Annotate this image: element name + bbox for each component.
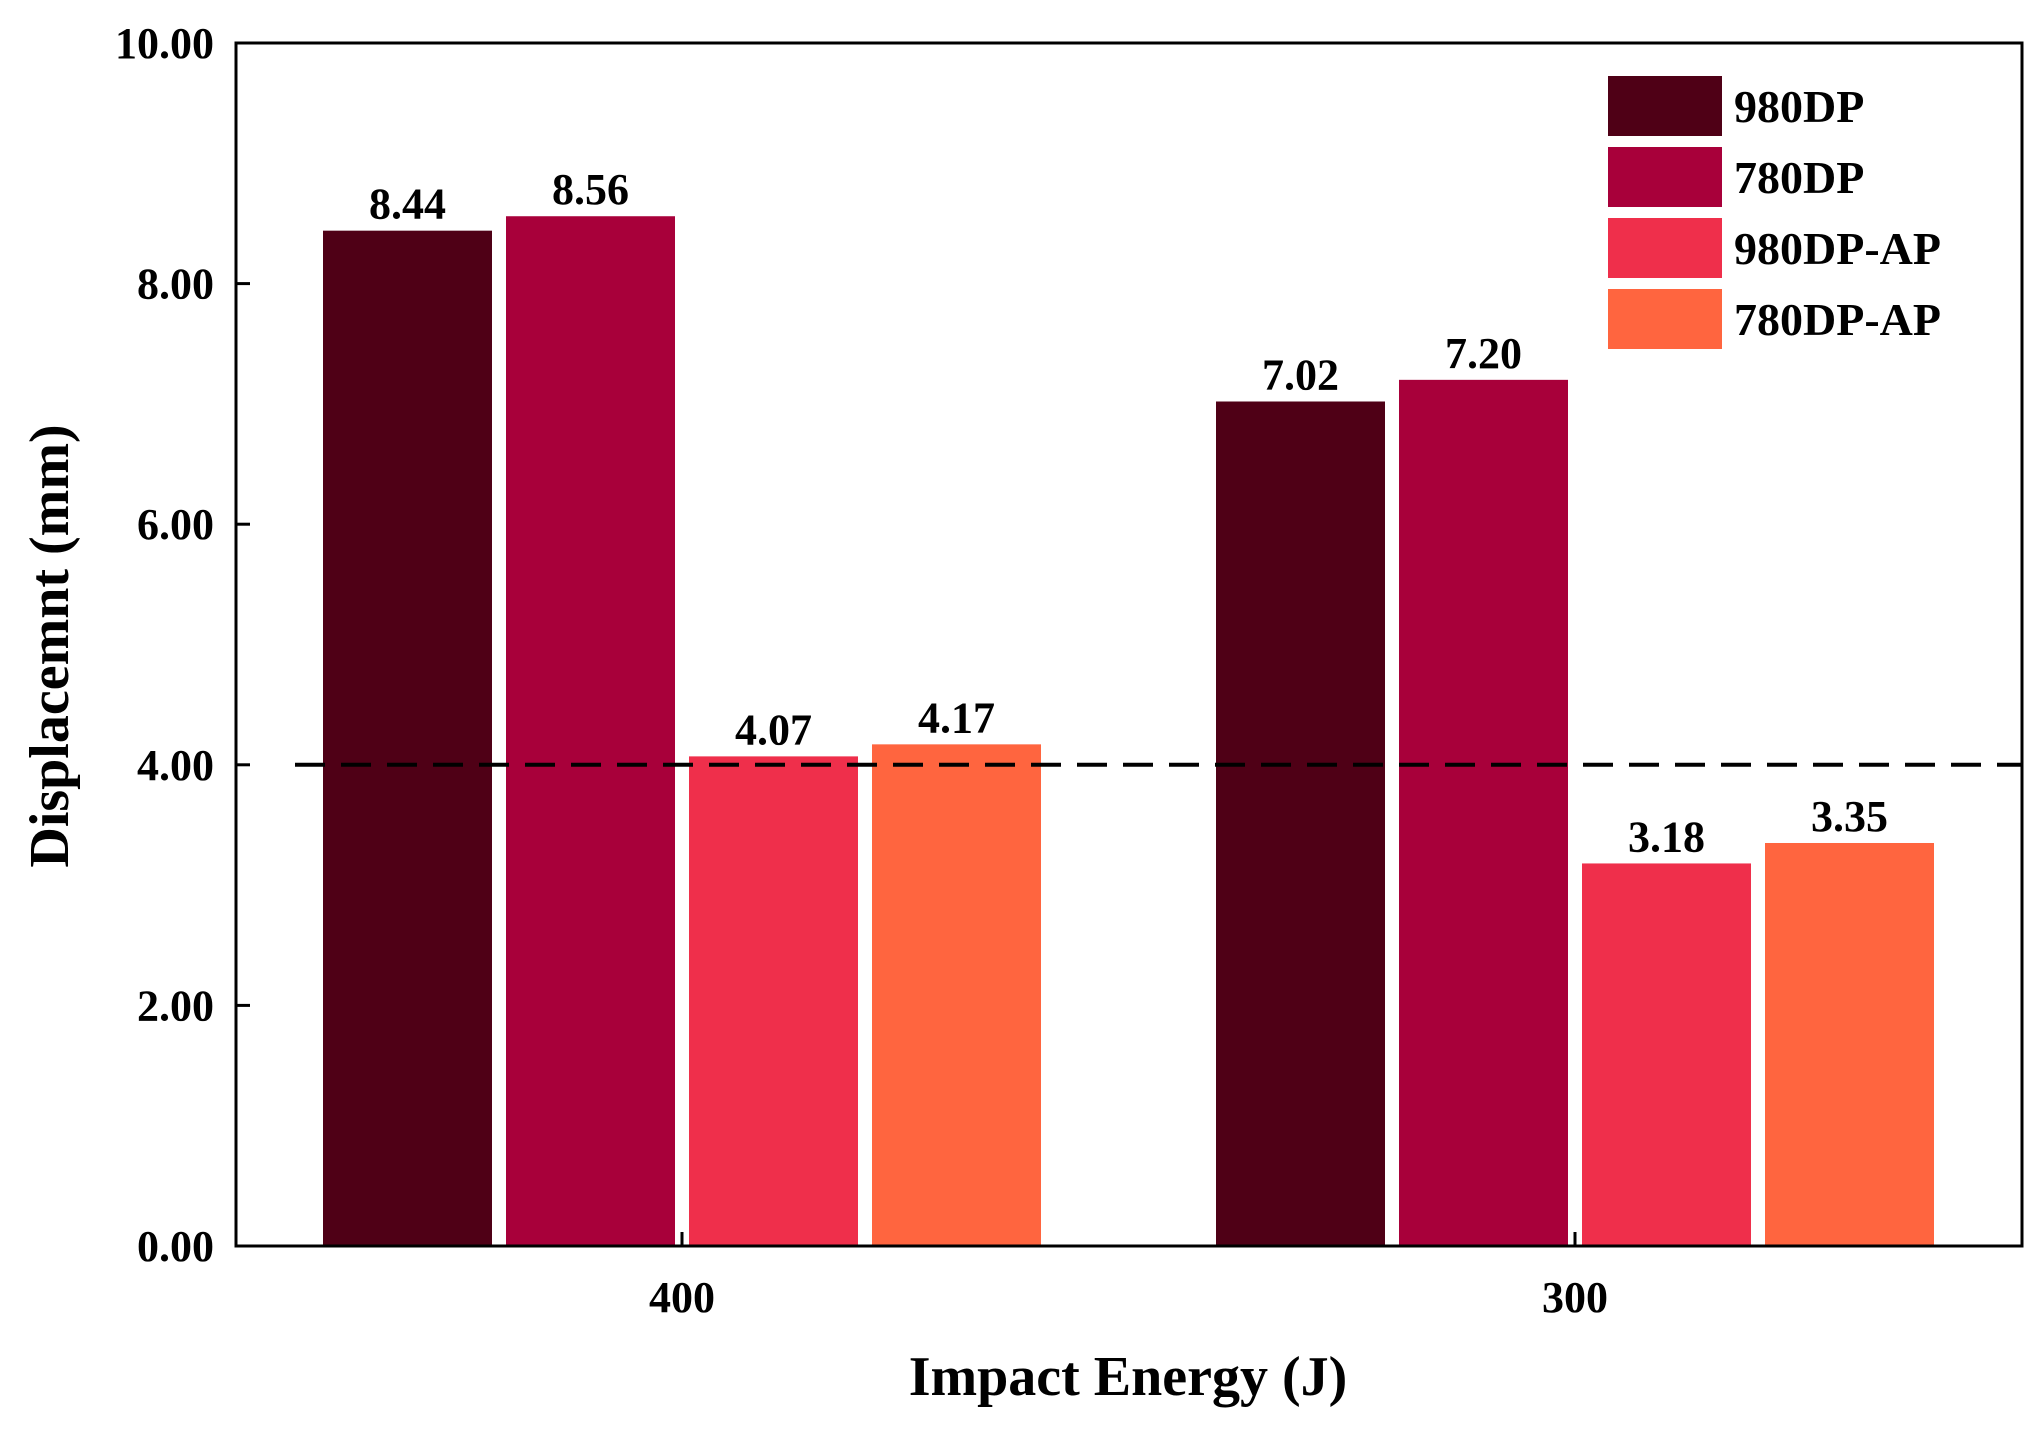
data-label: 7.20 [1445, 329, 1522, 378]
y-tick-label: 0.00 [137, 1222, 214, 1271]
legend-swatch-980DP [1608, 76, 1722, 136]
legend-swatch-780DP [1608, 147, 1722, 207]
x-tick-label: 300 [1542, 1273, 1608, 1322]
data-label: 4.07 [735, 705, 812, 754]
bar-980DP-300[interactable] [1216, 401, 1385, 1246]
legend-label-780DP: 780DP [1734, 152, 1864, 203]
bar-980DP-400[interactable] [323, 230, 492, 1247]
bar-780DP-400[interactable] [506, 216, 675, 1247]
data-label: 3.35 [1811, 792, 1888, 841]
legend-label-980DP-AP: 980DP-AP [1734, 223, 1941, 274]
y-tick-label: 10.00 [115, 19, 214, 68]
legend: 980DP 780DP 980DP-AP 780DP-AP [1608, 76, 1941, 349]
y-tick-label: 8.00 [137, 260, 214, 309]
bar-780DP-300[interactable] [1399, 379, 1568, 1247]
bar-780DP-AP-300[interactable] [1765, 842, 1934, 1246]
bars-layer [323, 216, 1934, 1247]
data-label: 3.18 [1628, 812, 1705, 861]
data-label: 7.02 [1262, 350, 1339, 399]
y-tick-label: 4.00 [137, 741, 214, 790]
axes-layer: 0.00 2.00 4.00 6.00 8.00 10.00 400 300 [115, 19, 2024, 1322]
data-labels-layer: 8.44 8.56 4.07 4.17 7.02 7.20 3.18 3.35 [369, 165, 1888, 861]
x-axis-title: Impact Energy (J) [909, 1346, 1348, 1408]
y-tick-label: 6.00 [137, 500, 214, 549]
y-tick-label: 2.00 [137, 981, 214, 1030]
data-label: 4.17 [918, 693, 995, 742]
legend-swatch-980DP-AP [1608, 218, 1722, 278]
legend-label-980DP: 980DP [1734, 81, 1864, 132]
legend-label-780DP-AP: 780DP-AP [1734, 294, 1941, 345]
plot-frame [234, 41, 2024, 1248]
bar-980DP-AP-400[interactable] [689, 756, 858, 1246]
bar-780DP-AP-400[interactable] [872, 744, 1041, 1246]
legend-swatch-780DP-AP [1608, 289, 1722, 349]
x-tick-label: 400 [649, 1273, 715, 1322]
bar-980DP-AP-300[interactable] [1582, 863, 1751, 1246]
y-axis-title: Displacemnt (mm) [19, 424, 81, 867]
data-label: 8.56 [552, 165, 629, 214]
data-label: 8.44 [369, 180, 446, 229]
